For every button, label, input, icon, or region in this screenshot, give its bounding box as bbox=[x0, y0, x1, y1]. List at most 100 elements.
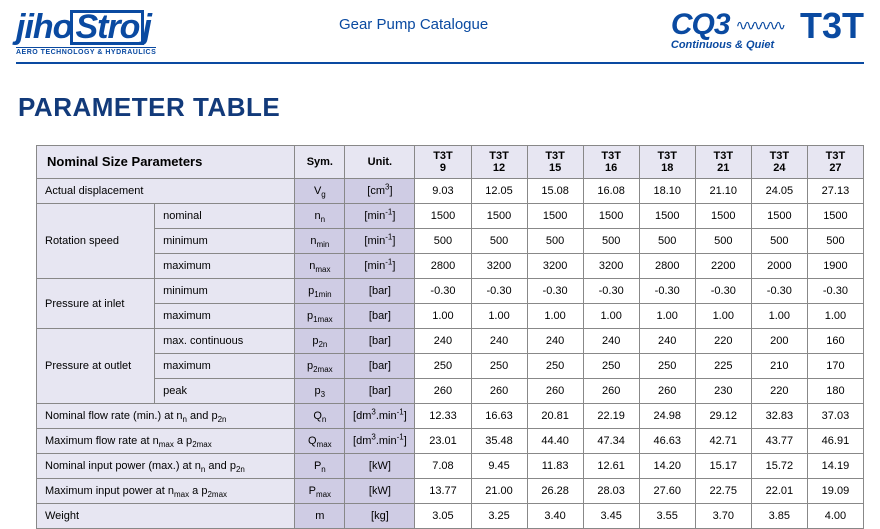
col-model-2: T3T15 bbox=[527, 145, 583, 178]
param-value: 15.17 bbox=[695, 454, 751, 479]
table-row: Maximum flow rate at nmax a p2maxQmax[dm… bbox=[37, 429, 864, 454]
param-unit: [cm3] bbox=[345, 179, 415, 204]
table-row: maximump2max[bar]25025025025025022521017… bbox=[37, 354, 864, 379]
param-value: 240 bbox=[415, 329, 471, 354]
logo: jihoStroj AERO TECHNOLOGY & HYDRAULICS bbox=[16, 10, 156, 56]
param-sub: max. continuous bbox=[155, 329, 295, 354]
param-value: 12.33 bbox=[415, 404, 471, 429]
param-unit: [min-1] bbox=[345, 254, 415, 279]
cq3-badge: CQ3 ∿∿∿∿∿∿ Continuous & Quiet bbox=[671, 10, 782, 51]
param-value: 1500 bbox=[751, 204, 807, 229]
param-value: 24.98 bbox=[639, 404, 695, 429]
param-value: 18.10 bbox=[639, 179, 695, 204]
param-value: 250 bbox=[471, 354, 527, 379]
param-symbol: Qn bbox=[295, 404, 345, 429]
param-value: 2000 bbox=[751, 254, 807, 279]
table-row: Maximum input power at nmax a p2maxPmax[… bbox=[37, 479, 864, 504]
table-row: minimumnmin[min-1]5005005005005005005005… bbox=[37, 229, 864, 254]
param-sub: maximum bbox=[155, 354, 295, 379]
table-row: Nominal flow rate (min.) at nn and p2nQn… bbox=[37, 404, 864, 429]
param-symbol: m bbox=[295, 504, 345, 529]
param-value: 16.63 bbox=[471, 404, 527, 429]
param-unit: [kg] bbox=[345, 504, 415, 529]
param-name: Nominal flow rate (min.) at nn and p2n bbox=[37, 404, 295, 429]
param-symbol: Pn bbox=[295, 454, 345, 479]
col-model-1: T3T12 bbox=[471, 145, 527, 178]
param-value: 27.60 bbox=[639, 479, 695, 504]
param-symbol: Vg bbox=[295, 179, 345, 204]
param-value: 500 bbox=[695, 229, 751, 254]
col-model-0: T3T9 bbox=[415, 145, 471, 178]
param-value: -0.30 bbox=[583, 279, 639, 304]
param-value: 22.01 bbox=[751, 479, 807, 504]
parameter-table: Nominal Size Parameters Sym. Unit. T3T9 … bbox=[36, 145, 864, 529]
param-value: -0.30 bbox=[527, 279, 583, 304]
param-value: 240 bbox=[471, 329, 527, 354]
param-group: Rotation speed bbox=[37, 204, 155, 279]
param-sub: maximum bbox=[155, 254, 295, 279]
param-value: 210 bbox=[751, 354, 807, 379]
param-unit: [bar] bbox=[345, 304, 415, 329]
param-value: 2800 bbox=[415, 254, 471, 279]
param-name: Nominal input power (max.) at nn and p2n bbox=[37, 454, 295, 479]
param-value: 240 bbox=[639, 329, 695, 354]
param-value: 9.45 bbox=[471, 454, 527, 479]
param-value: 26.28 bbox=[527, 479, 583, 504]
param-value: 1.00 bbox=[471, 304, 527, 329]
param-value: 260 bbox=[639, 379, 695, 404]
table-row: Actual displacementVg[cm3]9.0312.0515.08… bbox=[37, 179, 864, 204]
param-value: 1.00 bbox=[527, 304, 583, 329]
table-row: Pressure at inletminimump1min[bar]-0.30-… bbox=[37, 279, 864, 304]
param-value: 1500 bbox=[639, 204, 695, 229]
param-name: Actual displacement bbox=[37, 179, 295, 204]
table-header-row: Nominal Size Parameters Sym. Unit. T3T9 … bbox=[37, 145, 864, 178]
table-body: Actual displacementVg[cm3]9.0312.0515.08… bbox=[37, 179, 864, 529]
param-value: 1.00 bbox=[807, 304, 863, 329]
param-value: 260 bbox=[527, 379, 583, 404]
col-model-6: T3T24 bbox=[751, 145, 807, 178]
param-unit: [min-1] bbox=[345, 204, 415, 229]
param-sub: minimum bbox=[155, 229, 295, 254]
param-value: 250 bbox=[415, 354, 471, 379]
table-row: Rotation speednominalnn[min-1]1500150015… bbox=[37, 204, 864, 229]
col-unit: Unit. bbox=[345, 145, 415, 178]
param-value: 21.00 bbox=[471, 479, 527, 504]
param-symbol: p2n bbox=[295, 329, 345, 354]
param-value: 43.77 bbox=[751, 429, 807, 454]
param-value: 500 bbox=[583, 229, 639, 254]
param-value: 220 bbox=[695, 329, 751, 354]
param-value: 7.08 bbox=[415, 454, 471, 479]
parameter-table-wrap: Nominal Size Parameters Sym. Unit. T3T9 … bbox=[16, 145, 864, 529]
param-value: 22.75 bbox=[695, 479, 751, 504]
param-value: 47.34 bbox=[583, 429, 639, 454]
param-symbol: nmin bbox=[295, 229, 345, 254]
param-symbol: p1min bbox=[295, 279, 345, 304]
param-unit: [min-1] bbox=[345, 229, 415, 254]
param-value: 1500 bbox=[415, 204, 471, 229]
param-value: 19.09 bbox=[807, 479, 863, 504]
param-value: -0.30 bbox=[415, 279, 471, 304]
param-value: 15.72 bbox=[751, 454, 807, 479]
param-value: 1.00 bbox=[639, 304, 695, 329]
param-value: -0.30 bbox=[471, 279, 527, 304]
param-value: 2200 bbox=[695, 254, 751, 279]
param-value: 500 bbox=[751, 229, 807, 254]
param-value: 1500 bbox=[583, 204, 639, 229]
header-title: Gear Pump Catalogue bbox=[339, 10, 488, 33]
param-name: Maximum flow rate at nmax a p2max bbox=[37, 429, 295, 454]
param-value: 44.40 bbox=[527, 429, 583, 454]
header: jihoStroj AERO TECHNOLOGY & HYDRAULICS G… bbox=[16, 10, 864, 64]
param-value: 260 bbox=[583, 379, 639, 404]
param-symbol: nmax bbox=[295, 254, 345, 279]
param-value: 260 bbox=[415, 379, 471, 404]
param-value: 250 bbox=[639, 354, 695, 379]
param-value: 3.55 bbox=[639, 504, 695, 529]
param-unit: [kW] bbox=[345, 454, 415, 479]
param-sub: peak bbox=[155, 379, 295, 404]
param-value: 220 bbox=[751, 379, 807, 404]
param-symbol: p2max bbox=[295, 354, 345, 379]
param-sub: minimum bbox=[155, 279, 295, 304]
param-unit: [bar] bbox=[345, 379, 415, 404]
logo-subtitle: AERO TECHNOLOGY & HYDRAULICS bbox=[16, 47, 156, 56]
param-unit: [bar] bbox=[345, 279, 415, 304]
